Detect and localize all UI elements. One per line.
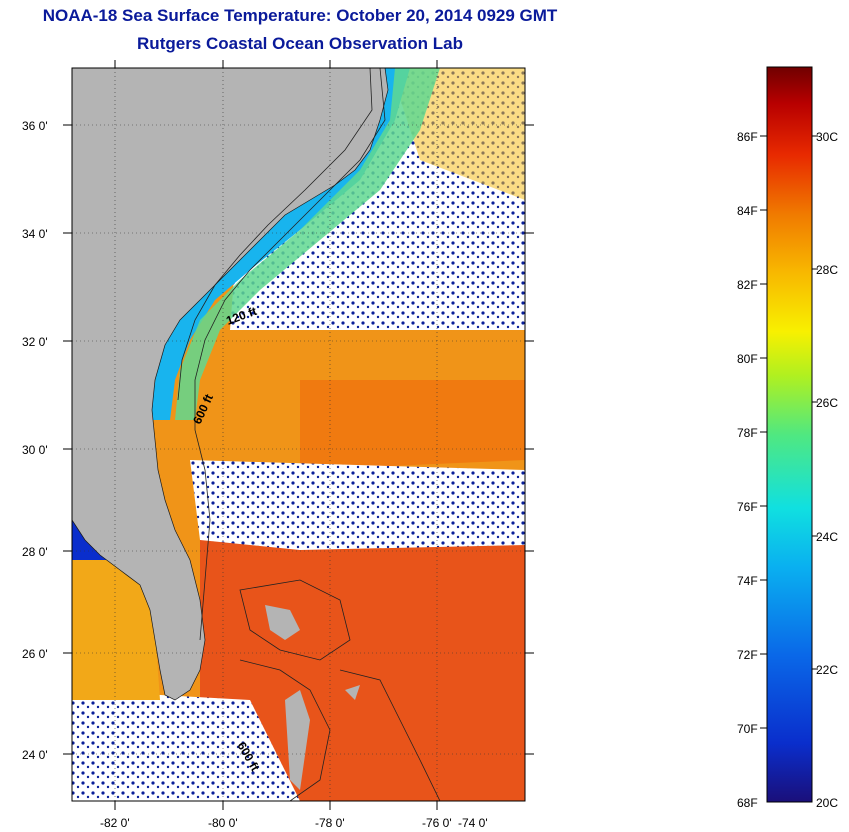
island-small xyxy=(345,685,360,700)
lon-tick-label: -76 0' xyxy=(422,816,452,830)
colorbar-c-label: 28C xyxy=(816,263,838,277)
colorbar-f-label: 68F xyxy=(737,796,758,810)
lon-tick-label: -80 0' xyxy=(208,816,238,830)
lat-tick-label: 30 0' xyxy=(22,443,48,457)
warm-water-south xyxy=(200,540,525,801)
colorbar-f-label: 76F xyxy=(737,500,758,514)
lat-tick-label: 26 0' xyxy=(22,647,48,661)
colorbar-f-label: 74F xyxy=(737,574,758,588)
lat-tick-label: 28 0' xyxy=(22,545,48,559)
colorbar-c-label: 30C xyxy=(816,130,838,144)
island-grand-bahama xyxy=(265,605,300,640)
warm-water-mid xyxy=(300,380,525,470)
lat-tick-label: 34 0' xyxy=(22,227,48,241)
colorbar-f-label: 86F xyxy=(737,130,758,144)
cloud-band-middle xyxy=(190,460,525,550)
colorbar-c-label: 20C xyxy=(816,796,838,810)
lat-tick-label: 32 0' xyxy=(22,335,48,349)
cloud-area-southwest xyxy=(72,690,300,801)
isobath-exumas xyxy=(339,669,441,801)
lat-tick-label: 36 0' xyxy=(22,119,48,133)
colorbar-f-label: 70F xyxy=(737,722,758,736)
colorbar-f-label: 72F xyxy=(737,648,758,662)
shelf-mid-water xyxy=(175,68,440,420)
isobath-600ft xyxy=(194,68,386,641)
lon-tick-label: -78 0' xyxy=(315,816,345,830)
colorbar-c-label: 26C xyxy=(816,396,838,410)
gulf-water xyxy=(72,560,160,700)
colorbar-f-label: 84F xyxy=(737,204,758,218)
colorbar-gradient xyxy=(766,66,813,803)
map-frame xyxy=(71,67,526,802)
isobath-bahama-bank-south xyxy=(239,659,331,801)
lon-tick-label: -82 0' xyxy=(100,816,130,830)
chart-subtitle: Rutgers Coastal Ocean Observation Lab xyxy=(137,34,463,53)
colorbar-f-label: 80F xyxy=(737,352,758,366)
colorbar-f-label: 82F xyxy=(737,278,758,292)
colorbar: 86F 84F 82F 80F 78F 76F 74F 72F 70F 68F … xyxy=(737,66,838,810)
chart-title: NOAA-18 Sea Surface Temperature: October… xyxy=(42,6,558,25)
colorbar-c-label: 22C xyxy=(816,663,838,677)
lon-tick-label: -74 0' xyxy=(458,816,488,830)
isobath-bahama-bank-north xyxy=(239,579,351,661)
colorbar-c-label: 24C xyxy=(816,530,838,544)
colorbar-f-label: 78F xyxy=(737,426,758,440)
isobath-120ft xyxy=(177,68,373,401)
axis-ticks xyxy=(63,60,534,810)
lat-tick-label: 24 0' xyxy=(22,748,48,762)
map-panel: 120 ft 600 ft 600 ft xyxy=(72,68,525,801)
island-andros xyxy=(285,690,310,790)
colorbar-ticks xyxy=(760,135,818,729)
